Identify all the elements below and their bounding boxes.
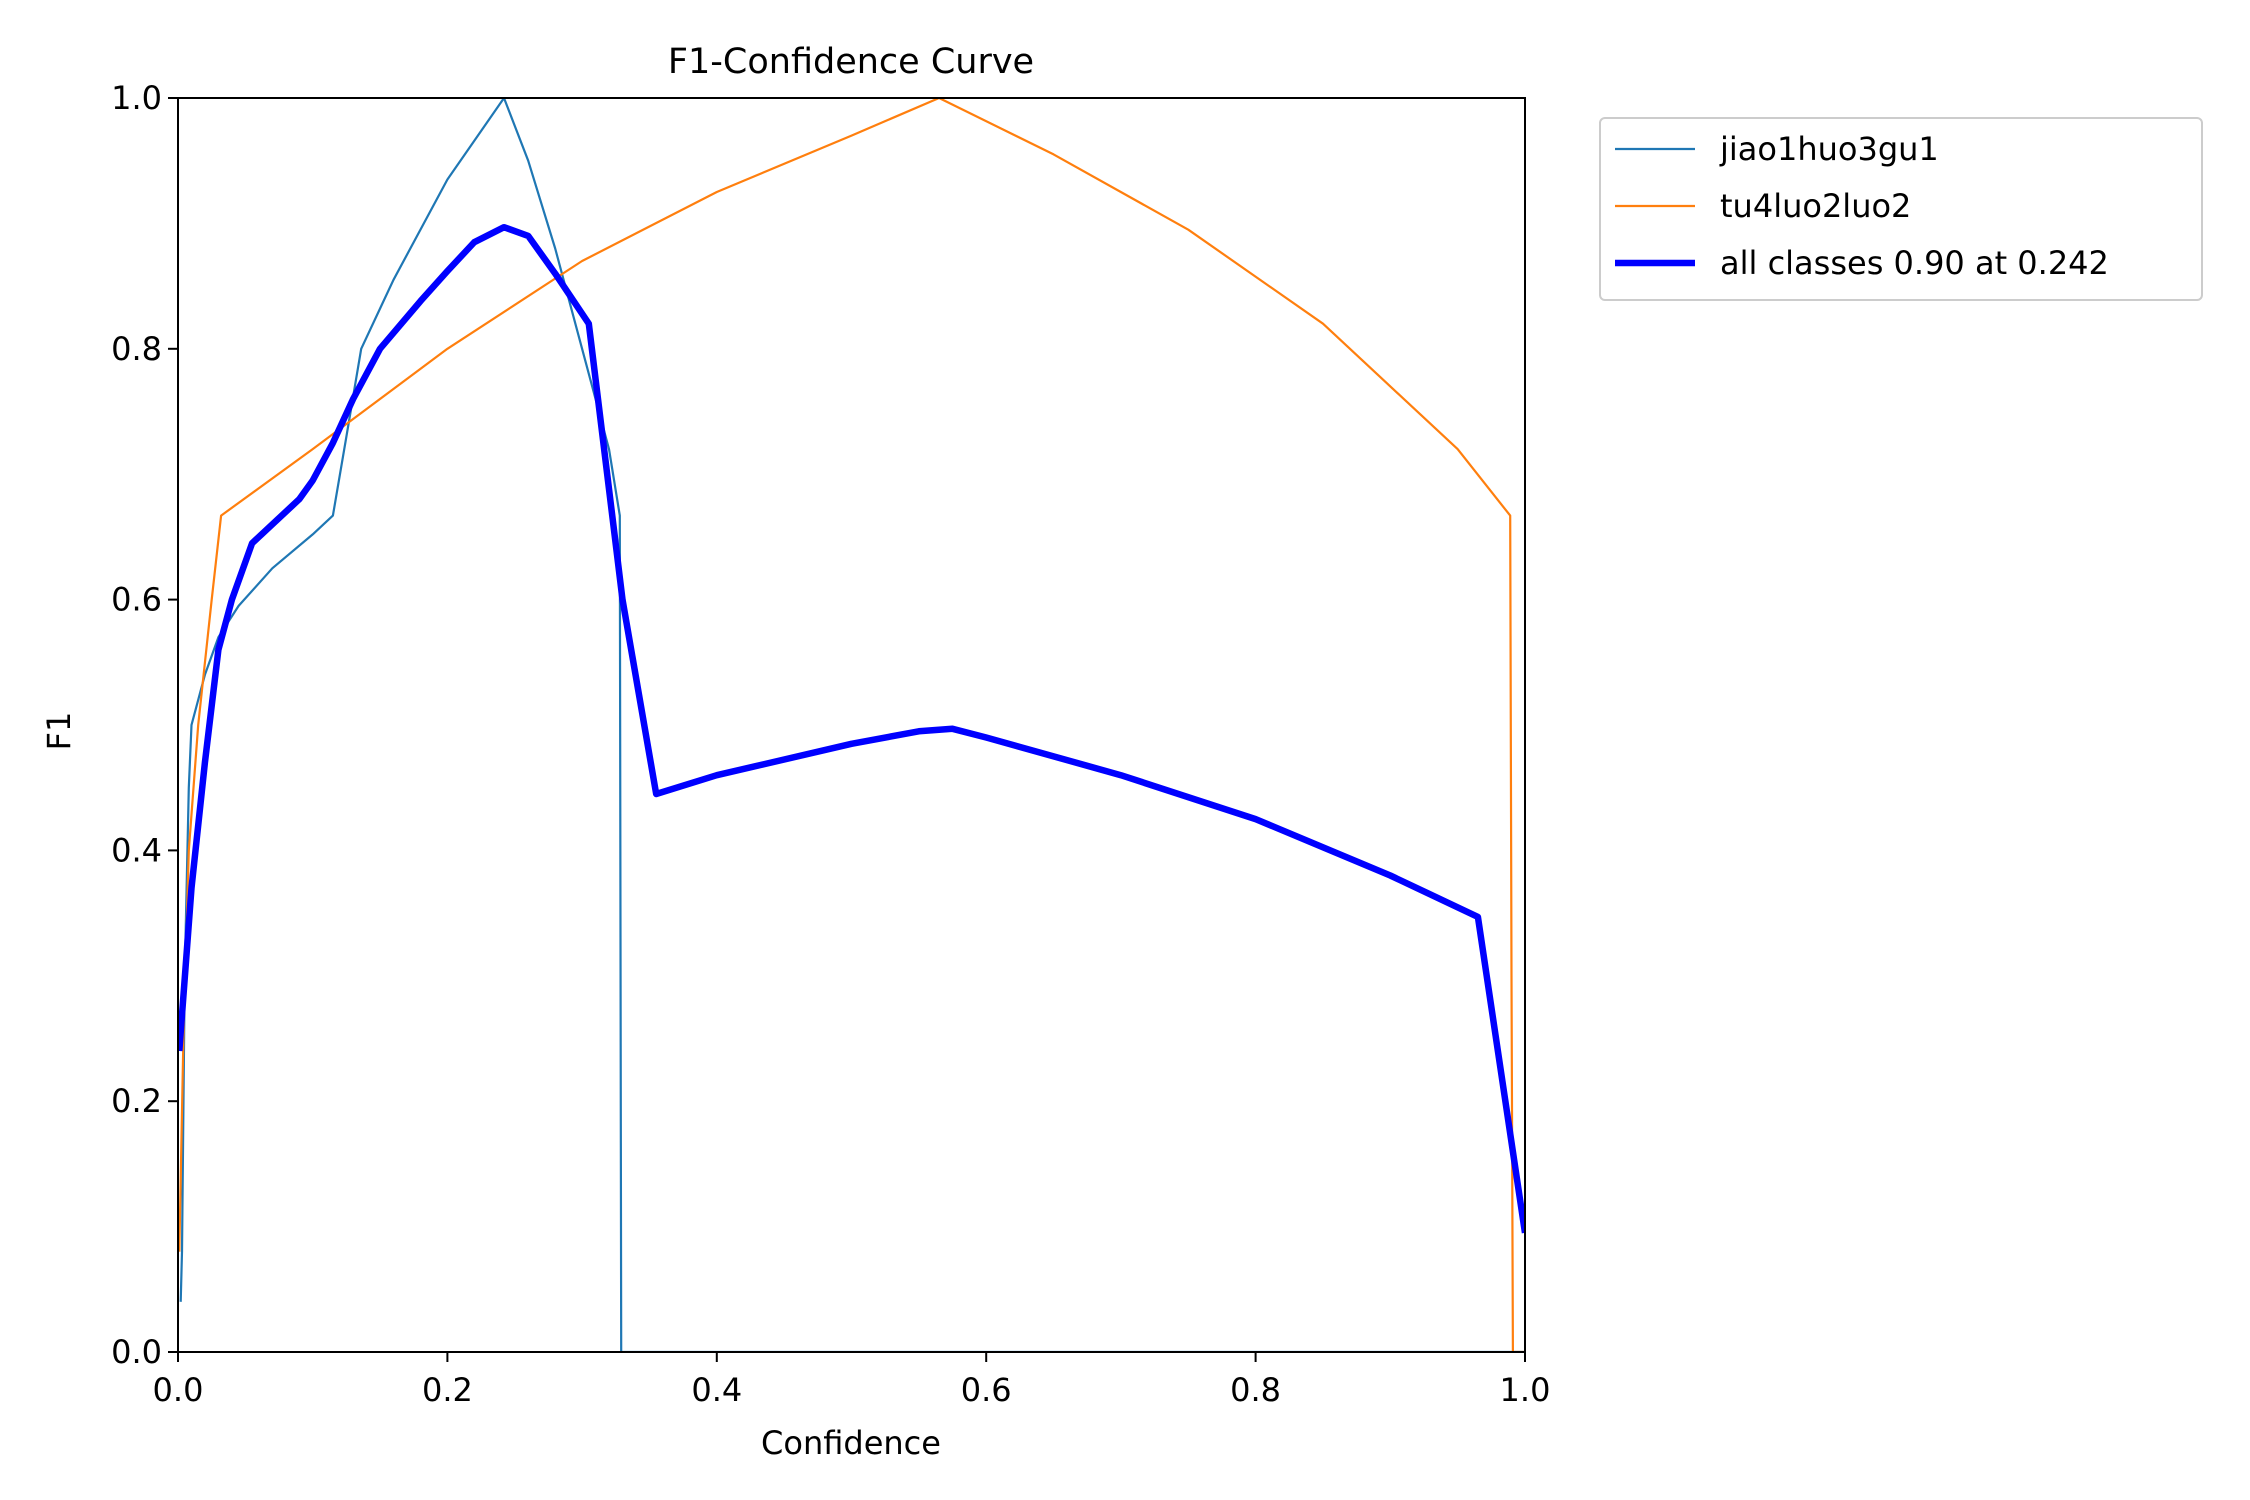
- y-tick-label: 0.0: [111, 1333, 162, 1371]
- y-tick-label: 0.4: [111, 831, 162, 869]
- series-layer: [178, 98, 1525, 1352]
- x-tick-label: 1.0: [1500, 1371, 1551, 1409]
- legend-label: jiao1huo3gu1: [1719, 130, 1939, 168]
- x-axis-label: Confidence: [761, 1424, 941, 1462]
- legend-label: all classes 0.90 at 0.242: [1720, 244, 2109, 282]
- y-tick-label: 0.8: [111, 330, 162, 368]
- x-tick-label: 0.2: [422, 1371, 473, 1409]
- y-tick-label: 1.0: [111, 79, 162, 117]
- x-tick-label: 0.8: [1230, 1371, 1281, 1409]
- y-tick-label: 0.6: [111, 581, 162, 619]
- legend-label: tu4luo2luo2: [1720, 187, 1911, 225]
- axis-ticks: 0.0 0.2 0.4 0.6 0.8 1.0 0.0 0.2 0.4 0.6 0.8 1.0: [111, 79, 1550, 1409]
- x-tick-label: 0.0: [153, 1371, 204, 1409]
- series-line-2: [178, 98, 1525, 1352]
- legend: jiao1huo3gu1 tu4luo2luo2 all classes 0.90 …: [1599, 117, 2203, 301]
- y-axis-label: F1: [40, 712, 78, 751]
- series-line-3: [178, 223, 1525, 1234]
- x-tick-label: 0.6: [961, 1371, 1012, 1409]
- legend-box: [1599, 117, 2203, 301]
- x-tick-label: 0.4: [691, 1371, 742, 1409]
- y-tick-label: 0.2: [111, 1082, 162, 1120]
- chart-title: F1-Confidence Curve: [668, 42, 1034, 82]
- plot-area-frame: [177, 97, 1526, 1353]
